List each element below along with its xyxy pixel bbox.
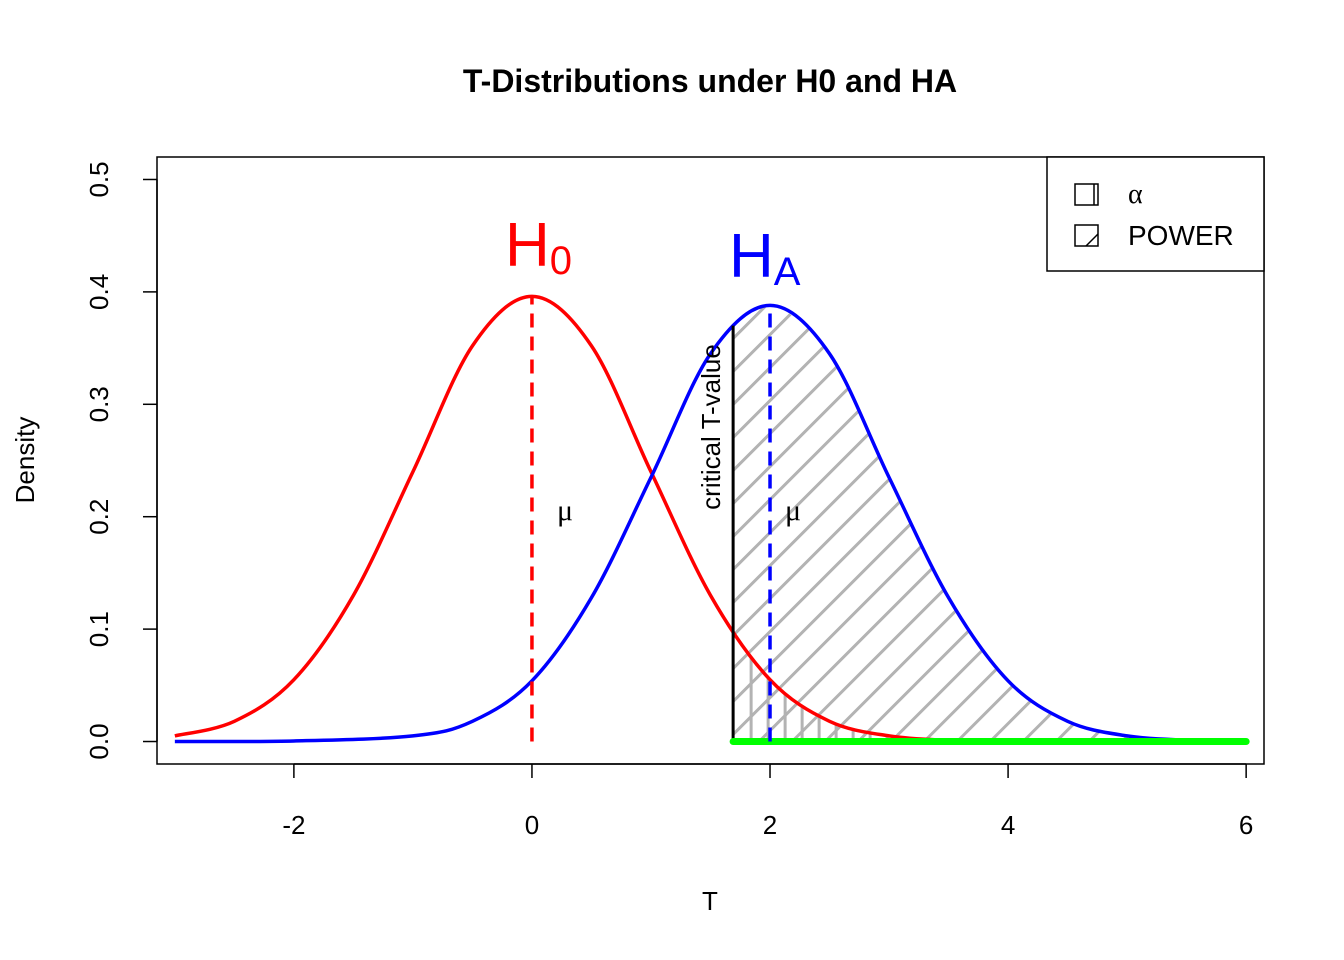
x-tick-label: -2	[282, 810, 305, 840]
curve-h0	[174, 294, 1009, 744]
y-tick-label: 0.0	[84, 723, 114, 759]
chart-title: T-Distributions under H0 and HA	[463, 63, 957, 99]
y-tick-label: 0.1	[84, 611, 114, 647]
y-axis-label: Density	[10, 417, 40, 504]
legend-label-alpha: α	[1128, 179, 1143, 210]
curve-ha	[174, 303, 1247, 744]
curves	[174, 294, 1247, 744]
y-tick-label: 0.3	[84, 386, 114, 422]
y-axis: 0.0 0.1 0.2 0.3 0.4 0.5	[84, 161, 158, 760]
legend-swatch-alpha	[1074, 183, 1099, 206]
power-hatch	[733, 305, 1247, 742]
y-tick-label: 0.5	[84, 161, 114, 197]
x-tick-label: 0	[525, 810, 539, 840]
mean-lines	[530, 296, 772, 742]
legend: α POWER	[1046, 156, 1265, 272]
y-tick-label: 0.2	[84, 499, 114, 535]
legend-swatch-power	[1074, 224, 1099, 247]
x-tick-label: 6	[1239, 810, 1253, 840]
y-tick-label: 0.4	[84, 274, 114, 310]
ha-mean-label: μ	[785, 494, 801, 527]
x-axis: -2 0 2 4 6	[282, 763, 1253, 840]
h0-label: H0	[505, 211, 572, 283]
x-axis-label: T	[702, 886, 718, 916]
legend-label-power: POWER	[1128, 220, 1234, 251]
critical-value-label: critical T-value	[696, 344, 726, 510]
h0-mean-label: μ	[557, 494, 573, 527]
legend-box	[1046, 156, 1265, 272]
x-tick-label: 2	[763, 810, 777, 840]
ha-label: HA	[729, 222, 801, 294]
x-tick-label: 4	[1001, 810, 1015, 840]
